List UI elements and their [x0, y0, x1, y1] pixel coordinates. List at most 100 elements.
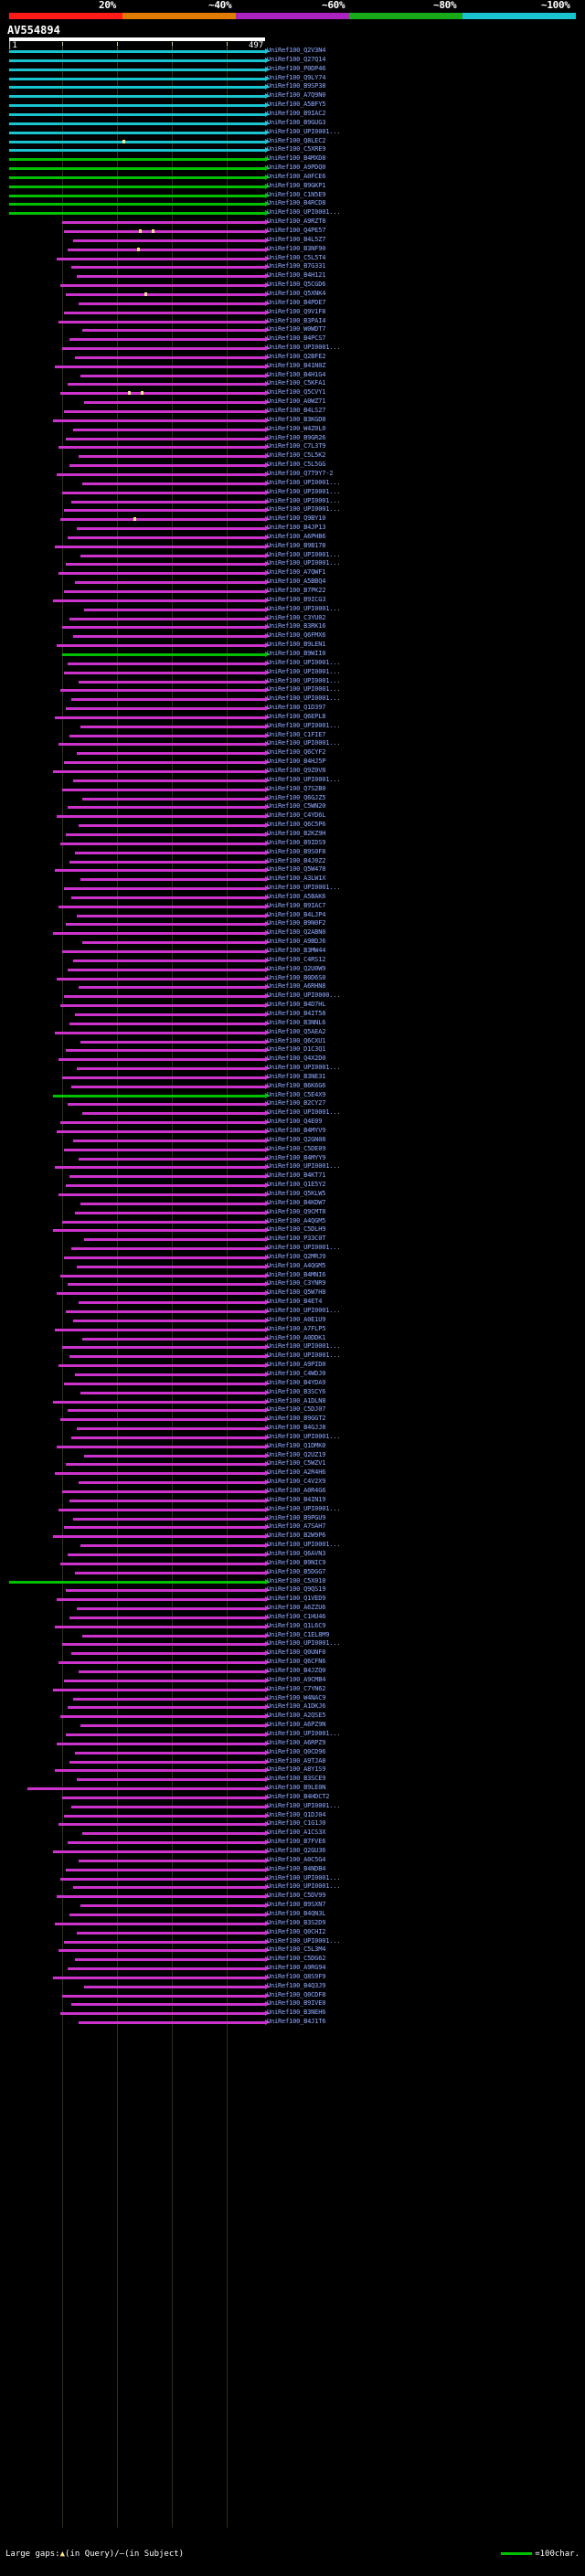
subject-sequence-id[interactable]: UniRef100_A7QWF1: [267, 568, 326, 577]
hsp-bar[interactable]: [60, 1272, 270, 1278]
hsp-bar[interactable]: [57, 1129, 270, 1134]
subject-sequence-id[interactable]: UniRef100_Q0CDF8: [267, 1990, 326, 1998]
subject-sequence-id[interactable]: UniRef100_UPI0001...: [267, 1108, 341, 1117]
alignment-row[interactable]: UniRef100_C4V2X9: [0, 1478, 585, 1487]
subject-sequence-id[interactable]: UniRef100_C5DJ07: [267, 1405, 326, 1414]
alignment-row[interactable]: UniRef100_UPI0001...: [0, 668, 585, 677]
hsp-bar[interactable]: [9, 120, 270, 126]
alignment-row[interactable]: UniRef100_Q2GU36: [0, 1847, 585, 1856]
alignment-row[interactable]: UniRef100_UPI0001...: [0, 1541, 585, 1550]
hsp-bar[interactable]: [80, 723, 270, 729]
alignment-row[interactable]: UniRef100_C5WZV1: [0, 1459, 585, 1468]
subject-sequence-id[interactable]: UniRef100_UPI0001...: [267, 1801, 341, 1809]
hsp-bar[interactable]: [77, 750, 270, 757]
hsp-bar[interactable]: [82, 327, 270, 334]
subject-sequence-id[interactable]: UniRef100_Q2GN08: [267, 1135, 326, 1143]
subject-sequence-id[interactable]: UniRef100_UPI0001...: [267, 739, 341, 747]
subject-sequence-id[interactable]: UniRef100_A5BFY5: [267, 101, 326, 109]
subject-sequence-id[interactable]: UniRef100_Q1D397: [267, 704, 326, 712]
hsp-bar[interactable]: [64, 1380, 270, 1386]
alignment-row[interactable]: UniRef100_A9PDQ0: [0, 164, 585, 173]
subject-sequence-id[interactable]: UniRef100_B9GR26: [267, 433, 326, 441]
alignment-row[interactable]: UniRef100_A5BAK6: [0, 893, 585, 902]
alignment-row[interactable]: UniRef100_Q9Z0V8: [0, 767, 585, 776]
subject-sequence-id[interactable]: UniRef100_B9GKP1: [267, 181, 326, 189]
subject-sequence-id[interactable]: UniRef100_B3NNL6: [267, 1018, 326, 1026]
alignment-row[interactable]: UniRef100_B3NE31: [0, 1073, 585, 1082]
alignment-row[interactable]: UniRef100_B4IN19: [0, 1495, 585, 1505]
subject-sequence-id[interactable]: UniRef100_A9BDJ6: [267, 938, 326, 946]
alignment-row[interactable]: UniRef100_B7PK22: [0, 587, 585, 596]
alignment-row[interactable]: UniRef100_C3YU02: [0, 614, 585, 623]
subject-sequence-id[interactable]: UniRef100_B9B178: [267, 541, 326, 549]
alignment-row[interactable]: UniRef100_B4IT58: [0, 1010, 585, 1019]
subject-sequence-id[interactable]: UniRef100_Q4E09: [267, 1118, 323, 1126]
alignment-row[interactable]: UniRef100_UPI0001...: [0, 1639, 585, 1648]
subject-sequence-id[interactable]: UniRef100_B4MYV9: [267, 1127, 326, 1134]
subject-sequence-id[interactable]: UniRef100_Q2BFE2: [267, 352, 326, 360]
hsp-bar[interactable]: [64, 669, 270, 675]
subject-sequence-id[interactable]: UniRef100_B4RCD8: [267, 199, 326, 207]
hsp-bar[interactable]: [71, 498, 270, 504]
subject-sequence-id[interactable]: UniRef100_Q6GJZ5: [267, 793, 326, 801]
hsp-bar[interactable]: [69, 1173, 270, 1180]
subject-sequence-id[interactable]: UniRef100_B4IN19: [267, 1495, 326, 1503]
hsp-bar[interactable]: [80, 1542, 270, 1549]
hsp-bar[interactable]: [80, 552, 270, 558]
subject-sequence-id[interactable]: UniRef100_UPI0001...: [267, 884, 341, 892]
subject-sequence-id[interactable]: UniRef100_B3S2D9: [267, 1918, 326, 1926]
alignment-row[interactable]: UniRef100_B0D6S0: [0, 974, 585, 983]
hsp-bar[interactable]: [84, 399, 270, 406]
hsp-bar[interactable]: [53, 417, 270, 423]
subject-sequence-id[interactable]: UniRef100_Q5AEA2: [267, 1027, 326, 1035]
subject-sequence-id[interactable]: UniRef100_Q6AVN3: [267, 1549, 326, 1557]
hsp-bar[interactable]: [79, 822, 270, 829]
alignment-row[interactable]: UniRef100_C4RS12: [0, 956, 585, 965]
alignment-row[interactable]: UniRef100_Q5AEA2: [0, 1027, 585, 1037]
subject-sequence-id[interactable]: UniRef100_Q9BY10: [267, 514, 326, 523]
hsp-bar[interactable]: [79, 1857, 270, 1863]
alignment-row[interactable]: UniRef100_B4YDA9: [0, 1379, 585, 1388]
alignment-row[interactable]: UniRef100_B9GUG3: [0, 119, 585, 128]
alignment-row[interactable]: UniRef100_UPI0001...: [0, 1244, 585, 1253]
alignment-row[interactable]: UniRef100_UPI0001...: [0, 884, 585, 893]
subject-sequence-id[interactable]: UniRef100_B4HJ5P: [267, 758, 326, 766]
hsp-bar[interactable]: [64, 588, 270, 594]
subject-sequence-id[interactable]: UniRef100_Q9V1F8: [267, 307, 326, 315]
alignment-row[interactable]: UniRef100_B4MYV9: [0, 1127, 585, 1136]
alignment-row[interactable]: UniRef100_Q7T9Y7-2: [0, 470, 585, 479]
alignment-row[interactable]: UniRef100_C5DJ07: [0, 1405, 585, 1415]
alignment-row[interactable]: UniRef100_UPI0001...: [0, 1064, 585, 1073]
subject-sequence-id[interactable]: UniRef100_C5DLH9: [267, 1225, 326, 1234]
subject-sequence-id[interactable]: UniRef100_Q5CGD6: [267, 281, 326, 289]
subject-sequence-id[interactable]: UniRef100_W0WDT7: [267, 325, 326, 334]
alignment-row[interactable]: UniRef100_B9LEN1: [0, 641, 585, 650]
hsp-bar[interactable]: [66, 705, 270, 712]
subject-sequence-id[interactable]: UniRef100_Q5W7H8: [267, 1288, 326, 1297]
hsp-bar[interactable]: [53, 930, 270, 937]
subject-sequence-id[interactable]: UniRef100_UPI0001...: [267, 1342, 341, 1351]
hsp-bar[interactable]: [82, 480, 270, 486]
subject-sequence-id[interactable]: UniRef100_A3LW1X: [267, 875, 326, 883]
alignment-row[interactable]: UniRef100_Q2MRJ9: [0, 1253, 585, 1262]
hsp-bar[interactable]: [73, 1884, 270, 1891]
hsp-bar[interactable]: [75, 579, 270, 586]
alignment-row[interactable]: UniRef100_Q0CHI2: [0, 1928, 585, 1937]
hsp-bar[interactable]: [82, 939, 270, 946]
subject-sequence-id[interactable]: UniRef100_A9PDQ0: [267, 164, 326, 172]
subject-sequence-id[interactable]: UniRef100_B4D7HL: [267, 1001, 326, 1009]
hsp-bar[interactable]: [80, 1903, 270, 1909]
subject-sequence-id[interactable]: UniRef100_Q1VED9: [267, 1595, 326, 1603]
hsp-bar[interactable]: [58, 903, 270, 909]
subject-sequence-id[interactable]: UniRef100_B9IAC7: [267, 901, 326, 909]
subject-sequence-id[interactable]: UniRef100_A4QGM5: [267, 1216, 326, 1224]
subject-sequence-id[interactable]: UniRef100_UPI0001...: [267, 127, 341, 135]
alignment-row[interactable]: UniRef100_A5BBQ4: [0, 578, 585, 587]
hsp-bar[interactable]: [69, 1353, 270, 1360]
alignment-row[interactable]: UniRef100_C5DV99: [0, 1892, 585, 1901]
subject-sequence-id[interactable]: UniRef100_B4LS27: [267, 407, 326, 414]
subject-sequence-id[interactable]: UniRef100_B9LE0N: [267, 1784, 326, 1792]
alignment-row[interactable]: UniRef100_Q2GN08: [0, 1135, 585, 1145]
alignment-row[interactable]: UniRef100_UPI0000...: [0, 991, 585, 1001]
subject-sequence-id[interactable]: UniRef100_A0C5G4: [267, 1855, 326, 1863]
